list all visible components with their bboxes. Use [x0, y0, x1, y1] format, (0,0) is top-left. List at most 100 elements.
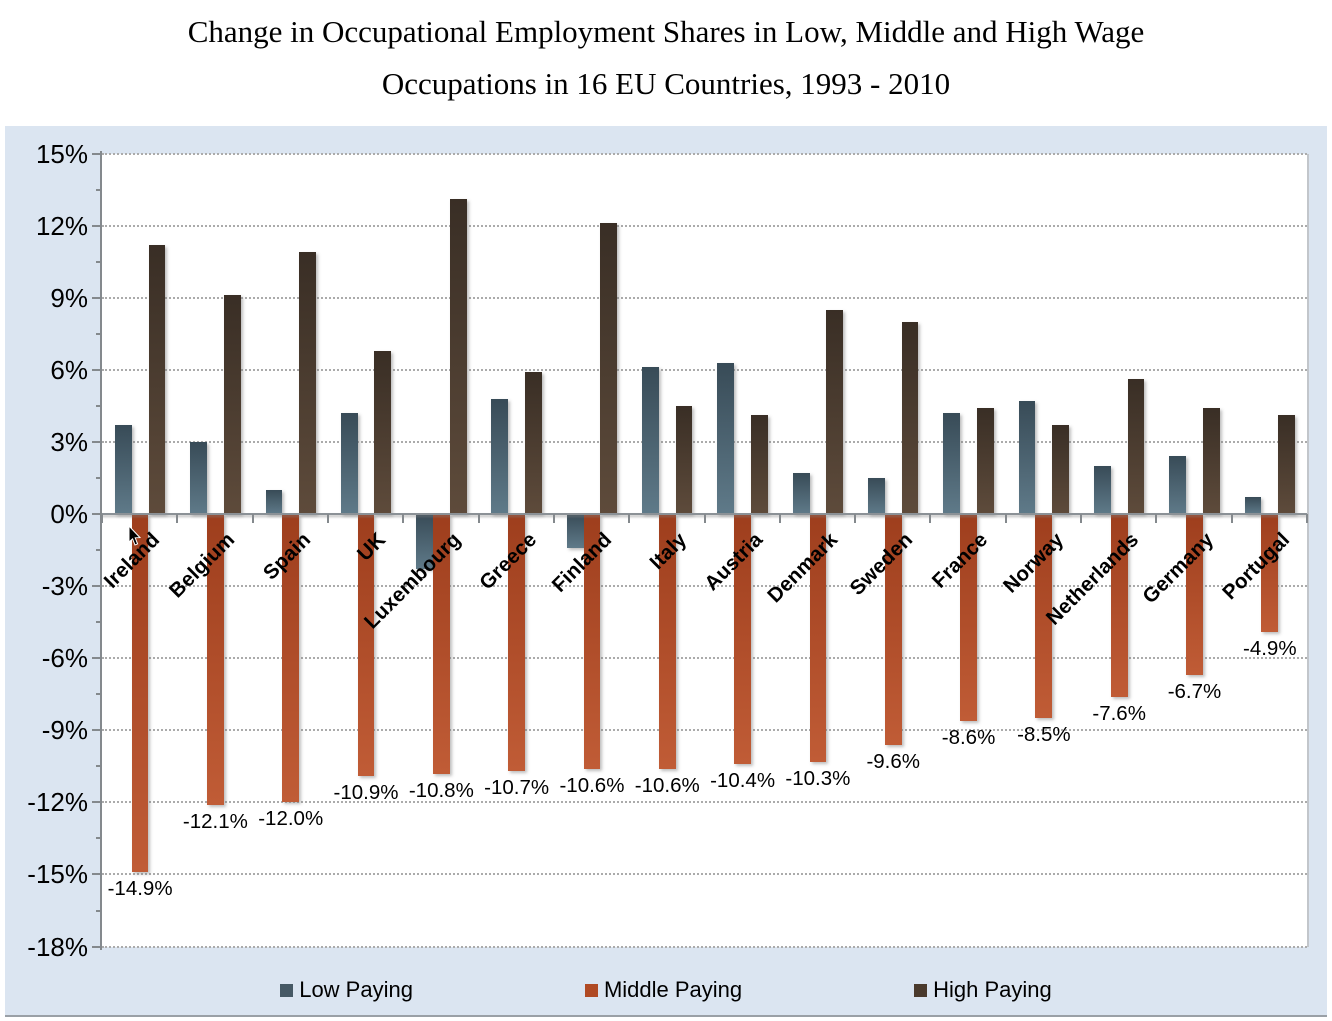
data-label-belgium: -12.1% [182, 809, 248, 833]
bar-low-paying-france[interactable] [943, 413, 961, 514]
y-tick--18 [92, 945, 102, 948]
y-axis-label--12: -12% [27, 787, 88, 818]
chart-canvas: Low Paying Middle Paying High Paying -14.9… [5, 126, 1327, 1017]
bar-low-paying-greece[interactable] [491, 398, 509, 514]
legend-item-middle-paying[interactable]: Middle Paying [584, 977, 743, 1003]
y-tick-7.5 [96, 332, 102, 335]
bar-middle-paying-netherlands[interactable] [1110, 514, 1128, 697]
y-tick-13.5 [96, 188, 102, 191]
bar-high-paying-finland[interactable] [600, 223, 618, 514]
gridline-12 [102, 224, 1307, 227]
plot-right-border [1307, 153, 1309, 947]
data-label-ireland: -14.9% [107, 877, 173, 901]
y-tick--12 [92, 801, 102, 804]
y-tick--13.5 [96, 837, 102, 840]
bar-middle-paying-spain[interactable] [282, 514, 300, 803]
y-tick-3 [92, 440, 102, 443]
bar-high-paying-netherlands[interactable] [1127, 379, 1145, 514]
bar-high-paying-luxembourg[interactable] [449, 199, 467, 514]
x-tick-0 [101, 514, 103, 523]
bar-low-paying-denmark[interactable] [792, 473, 810, 514]
y-tick--7.5 [96, 693, 102, 696]
x-tick-5 [477, 514, 480, 523]
x-tick-13 [1080, 514, 1083, 523]
y-tick-12 [92, 224, 102, 227]
bar-middle-paying-belgium[interactable] [207, 514, 224, 805]
bar-high-paying-ireland[interactable] [148, 244, 166, 514]
bar-middle-paying-sweden[interactable] [884, 514, 902, 745]
y-tick--6 [92, 657, 102, 660]
legend-item-high-paying[interactable]: High Paying [914, 977, 1052, 1003]
bar-high-paying-france[interactable] [976, 408, 994, 514]
bar-middle-paying-ireland[interactable] [131, 514, 149, 873]
bar-high-paying-norway[interactable] [1052, 425, 1070, 514]
bar-low-paying-finland[interactable] [566, 514, 584, 548]
x-tick-16 [1306, 514, 1308, 523]
data-label-germany: -6.7% [1167, 680, 1222, 703]
bar-low-paying-germany[interactable] [1169, 456, 1187, 514]
data-label-uk: -10.9% [333, 780, 399, 804]
bar-low-paying-luxembourg[interactable] [416, 514, 433, 570]
bar-middle-paying-germany[interactable] [1186, 514, 1203, 675]
chart-title-line2: Occupations in 16 EU Countries, 1993 - 2… [381, 66, 951, 101]
bar-low-paying-austria[interactable] [717, 362, 735, 514]
data-label-norway: -8.5% [1017, 723, 1071, 747]
y-axis-label--3: -3% [41, 571, 88, 602]
bar-middle-paying-austria[interactable] [734, 514, 751, 764]
data-label-netherlands: -7.6% [1092, 701, 1146, 725]
data-label-france: -8.6% [941, 725, 996, 749]
bar-middle-paying-finland[interactable] [583, 514, 601, 769]
bar-high-paying-spain[interactable] [299, 252, 316, 514]
gridline--9 [102, 729, 1307, 732]
bar-low-paying-spain[interactable] [265, 489, 283, 514]
gridline-15 [102, 152, 1307, 155]
x-tick-8 [703, 514, 706, 523]
bar-high-paying-austria[interactable] [751, 415, 768, 514]
bar-high-paying-germany[interactable] [1202, 408, 1220, 514]
gridline--12 [102, 801, 1307, 804]
gridline-3 [102, 440, 1307, 443]
y-axis-label-0: 0% [50, 499, 88, 529]
bar-middle-paying-france[interactable] [960, 514, 977, 721]
bar-middle-paying-luxembourg[interactable] [432, 514, 450, 774]
bar-middle-paying-italy[interactable] [658, 514, 676, 769]
bar-middle-paying-uk[interactable] [357, 514, 375, 776]
bar-high-paying-italy[interactable] [675, 405, 693, 514]
legend: Low Paying Middle Paying High Paying [5, 977, 1327, 1003]
legend-label-low-paying: Low Paying [299, 977, 413, 1002]
bar-middle-paying-greece[interactable] [508, 514, 526, 772]
bar-high-paying-greece[interactable] [525, 372, 542, 514]
x-tick-9 [778, 514, 781, 523]
bar-high-paying-sweden[interactable] [901, 321, 919, 514]
bar-high-paying-portugal[interactable] [1278, 415, 1295, 514]
mouse-cursor-icon [128, 526, 142, 546]
x-tick-1 [176, 514, 179, 523]
bar-high-paying-belgium[interactable] [223, 295, 241, 514]
y-tick--1.5 [96, 549, 102, 552]
bar-low-paying-ireland[interactable] [114, 425, 132, 514]
data-label-greece: -10.7% [484, 776, 550, 800]
y-axis-line [100, 150, 102, 950]
bar-high-paying-uk[interactable] [374, 350, 392, 514]
bar-low-paying-uk[interactable] [340, 413, 358, 514]
bar-middle-paying-portugal[interactable] [1261, 514, 1279, 632]
bar-low-paying-portugal[interactable] [1244, 497, 1262, 514]
x-tick-7 [628, 514, 631, 523]
x-tick-11 [929, 514, 932, 523]
bar-high-paying-denmark[interactable] [826, 309, 844, 514]
x-tick-3 [326, 514, 329, 523]
data-label-luxembourg: -10.8% [408, 778, 474, 802]
bar-middle-paying-norway[interactable] [1035, 514, 1053, 719]
bar-low-paying-sweden[interactable] [868, 477, 885, 514]
legend-item-low-paying[interactable]: Low Paying [280, 977, 413, 1003]
y-tick-15 [92, 152, 102, 155]
bar-low-paying-belgium[interactable] [190, 441, 207, 514]
bar-middle-paying-denmark[interactable] [809, 514, 827, 762]
bar-low-paying-netherlands[interactable] [1093, 465, 1111, 514]
bar-low-paying-norway[interactable] [1018, 401, 1036, 514]
data-label-austria: -10.4% [710, 768, 776, 792]
legend-label-middle-paying: Middle Paying [603, 977, 743, 1002]
y-tick--3 [92, 585, 102, 588]
y-tick--9 [92, 729, 102, 732]
bar-low-paying-italy[interactable] [642, 367, 659, 514]
